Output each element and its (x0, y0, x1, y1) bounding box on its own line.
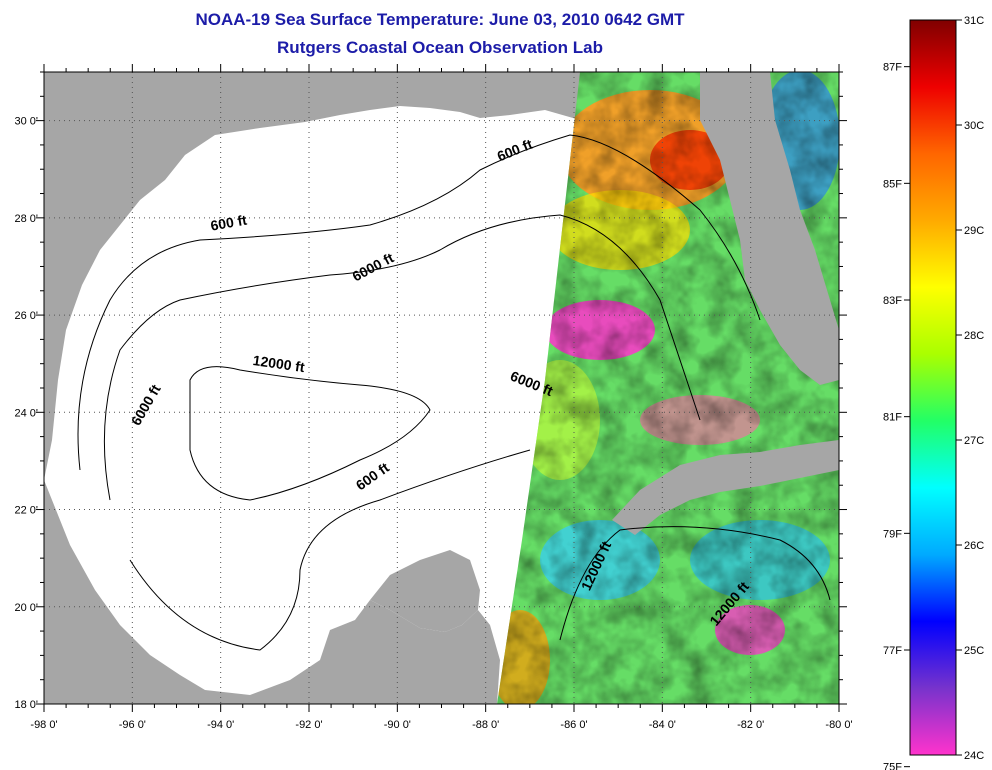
lon-tick-label: -82 0' (737, 719, 764, 731)
celsius-label: 27C (964, 435, 984, 447)
lon-tick-label: -92 0' (295, 719, 322, 731)
celsius-label: 26C (964, 540, 984, 552)
celsius-label: 24C (964, 750, 984, 762)
colorbar-labels: 31C 30C 29C 28C 27C 26C 25C 24C 87F 85F 83F 81F 79F 7… (883, 15, 984, 770)
lon-tick-label: -88 0' (472, 719, 499, 731)
graticule (44, 72, 839, 704)
contour-12000ft-east (559, 526, 831, 641)
contour-label: 600 ft (209, 212, 248, 234)
contour-label: 12000 ft (252, 352, 306, 375)
fahrenheit-label: 81F (883, 412, 902, 424)
celsius-label: 30C (964, 120, 984, 132)
colorbar (909, 19, 957, 756)
lat-tick-label: 22 0' (14, 505, 38, 517)
contour-600ft-yucatan (129, 449, 531, 651)
contour-600ft (77, 134, 761, 471)
lon-tick-label: -90 0' (384, 719, 411, 731)
lat-tick-label: 24 0' (14, 407, 38, 419)
celsius-label: 25C (964, 645, 984, 657)
celsius-label: 31C (964, 15, 984, 27)
bathymetry-contours (77, 134, 831, 651)
cuba-land (612, 440, 839, 535)
fahrenheit-label: 87F (883, 62, 902, 74)
lon-tick-label: -94 0' (207, 719, 234, 731)
map-title: NOAA-19 Sea Surface Temperature: June 03… (195, 10, 685, 29)
contour-6000ft (103, 214, 701, 501)
fahrenheit-label: 85F (883, 178, 902, 190)
axis-ticks: -98 0' -96 0' -94 0' -92 0' -90 0' -88 0' -86 … (14, 64, 853, 731)
lon-tick-label: -84 0' (649, 719, 676, 731)
fahrenheit-label: 75F (883, 762, 902, 770)
yucatan-land (370, 550, 480, 632)
fahrenheit-label: 79F (883, 528, 902, 540)
fahrenheit-label: 77F (883, 645, 902, 657)
lon-tick-label: -86 0' (560, 719, 587, 731)
map-subtitle: Rutgers Coastal Ocean Observation Lab (277, 38, 603, 57)
lat-tick-label: 30 0' (14, 116, 38, 128)
lat-tick-label: 26 0' (14, 310, 38, 322)
lat-tick-label: 28 0' (14, 213, 38, 225)
lon-tick-label: -98 0' (30, 719, 57, 731)
lon-tick-label: -80 0' (825, 719, 852, 731)
lon-tick-label: -96 0' (119, 719, 146, 731)
fahrenheit-label: 83F (883, 295, 902, 307)
lat-tick-label: 20 0' (14, 602, 38, 614)
florida-land (700, 72, 839, 385)
lat-tick-label: 18 0' (14, 699, 38, 711)
celsius-label: 29C (964, 225, 984, 237)
celsius-label: 28C (964, 330, 984, 342)
contour-12000ft (189, 366, 431, 501)
